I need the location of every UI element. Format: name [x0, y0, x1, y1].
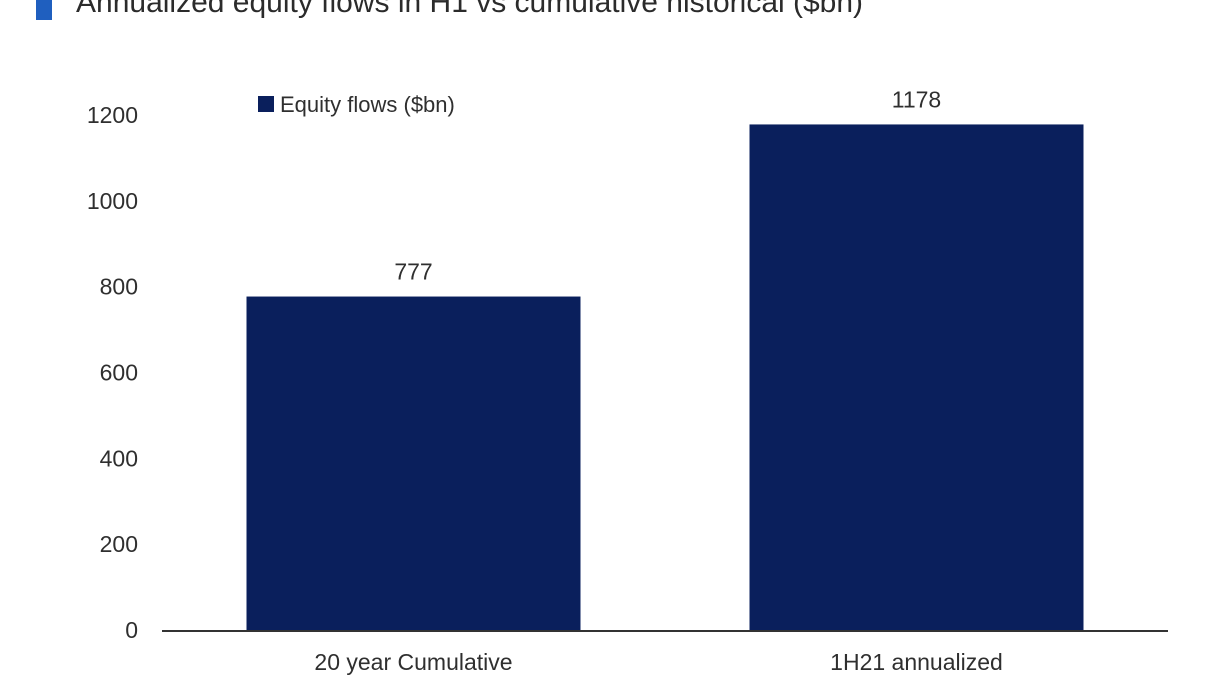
x-category-label: 1H21 annualized: [830, 649, 1003, 675]
x-axis: 20 year Cumulative 1H21 annualized: [162, 630, 1168, 675]
y-tick-label: 0: [125, 617, 138, 643]
y-tick-label: 1200: [87, 102, 138, 128]
y-tick-label: 1000: [87, 188, 138, 214]
bar-value-label: 777: [394, 259, 432, 285]
y-tick-label: 800: [100, 274, 138, 300]
legend-swatch: [258, 96, 274, 112]
title-marker-icon: [36, 0, 52, 20]
x-category-label: 20 year Cumulative: [314, 649, 512, 675]
chart-header: Annualized equity flows in H1 vs cumulat…: [0, 0, 1226, 30]
y-axis: 0 200 400 600 800 1000 1200: [87, 102, 138, 643]
bar: [246, 296, 581, 630]
bar-value-label: 1178: [892, 86, 941, 112]
y-tick-label: 400: [100, 445, 138, 471]
legend: Equity flows ($bn): [258, 92, 455, 117]
data-labels: 777 1178: [394, 86, 941, 284]
y-tick-label: 200: [100, 531, 138, 557]
bar: [749, 124, 1084, 631]
y-tick-label: 600: [100, 360, 138, 386]
chart-title: Annualized equity flows in H1 vs cumulat…: [76, 0, 864, 19]
bar-series: [246, 124, 1084, 631]
legend-label: Equity flows ($bn): [280, 92, 455, 117]
